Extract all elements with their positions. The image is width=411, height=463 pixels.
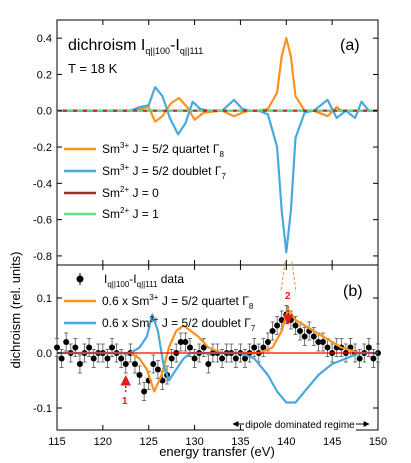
legend-a-sm2-j1-label: Sm2+ J = 1 <box>102 206 159 221</box>
regime-label: dipole dominated regime <box>245 420 355 431</box>
data-point <box>365 344 372 351</box>
legend-b-data-label: Iq||100-Iq||111 data <box>104 272 184 289</box>
y-tick-label-a-6: -0.8 <box>33 251 52 263</box>
panel-a-legend: Sm3+ J = 5/2 quartet Γ8 Sm3+ J = 5/2 dou… <box>64 141 226 221</box>
panel-b-label: (b) <box>343 283 363 300</box>
data-point <box>232 355 239 362</box>
legend-a-sm2-j0-label: Sm2+ J = 0 <box>102 185 159 200</box>
y-tick-label-a-0: 0.4 <box>37 33 52 45</box>
y-tick-label-b-1: 0.0 <box>37 348 52 360</box>
data-point <box>251 344 258 351</box>
data-point <box>315 339 322 345</box>
x-tick-label-1: 120 <box>94 436 112 448</box>
y-tick-label-b-2: -0.1 <box>33 403 52 415</box>
marker-1-label: 1 <box>122 396 128 407</box>
marker-2-dash-left <box>280 261 286 293</box>
panel-a-label: (a) <box>340 37 360 54</box>
marker-2-dash-right <box>291 261 297 293</box>
x-tick-label-7: 150 <box>369 436 387 448</box>
data-point <box>310 333 317 340</box>
data-point <box>182 339 189 345</box>
data-point <box>177 339 184 345</box>
data-point <box>186 344 193 351</box>
x-tick-label-2: 125 <box>140 436 158 448</box>
data-point <box>168 355 175 362</box>
data-point <box>150 361 157 367</box>
legend-a-quartet-label: Sm3+ J = 5/2 quartet Γ8 <box>102 141 224 159</box>
data-point <box>109 344 116 351</box>
y-tick-label-a-1: 0.2 <box>37 69 52 81</box>
data-point <box>292 322 299 329</box>
panel-a-ticks: 0.4 0.2 0.0 -0.2 -0.4 -0.6 -0.8 <box>33 20 379 265</box>
data-point <box>104 355 111 362</box>
marker-2-label: 2 <box>285 291 291 302</box>
x-tick-label-0: 115 <box>48 436 66 448</box>
data-point <box>131 361 138 367</box>
data-point <box>63 339 70 345</box>
data-point <box>72 344 79 351</box>
y-tick-label-b-0: 0.1 <box>37 293 52 305</box>
data-point <box>264 339 271 345</box>
data-point <box>122 361 129 367</box>
panel-b-ticks: 0.1 0.0 -0.1 115 120 125 130 135 140 145 150 <box>33 265 387 448</box>
y-tick-label-a-3: -0.2 <box>33 142 52 154</box>
temperature-label: T = 18 K <box>68 61 118 76</box>
y-axis-title: dichroism (rel. units) <box>8 251 23 368</box>
data-point <box>324 344 331 351</box>
x-tick-label-5: 140 <box>277 436 295 448</box>
regime-label-bg <box>244 417 356 431</box>
panel-b-series <box>54 305 381 404</box>
data-point <box>319 339 326 345</box>
panel-a-title: dichroism Iq||100-Iq||111 <box>68 37 203 56</box>
data-point <box>90 355 97 362</box>
x-axis-title: energy transfer (eV) <box>159 444 275 459</box>
data-point <box>274 322 281 329</box>
data-point <box>200 344 207 351</box>
data-point <box>205 361 212 367</box>
panel-b-legend: Iq||100-Iq||111 data 0.6 x Sm3+ J = 5/2 … <box>64 272 256 333</box>
data-point <box>260 344 267 351</box>
data-point <box>356 355 363 362</box>
data-point <box>219 355 226 362</box>
data-point <box>136 372 143 378</box>
data-point <box>118 355 125 362</box>
legend-b-doublet-label: 0.6 x Sm3+ J = 5/2 doublet Γ7 <box>102 315 256 333</box>
data-point <box>154 366 161 373</box>
data-point <box>54 344 60 351</box>
data-point <box>242 355 249 362</box>
x-tick-label-3: 130 <box>185 436 203 448</box>
data-point <box>141 388 148 395</box>
x-tick-label-6: 145 <box>323 436 341 448</box>
data-point <box>58 355 65 362</box>
data-point <box>297 328 304 334</box>
data-point <box>86 344 93 351</box>
y-tick-label-a-4: -0.4 <box>33 178 52 190</box>
data-point <box>269 328 276 334</box>
panel-a-series <box>57 36 378 254</box>
legend-b-data-marker <box>76 275 84 283</box>
y-tick-label-a-2: 0.0 <box>37 106 52 118</box>
data-point <box>76 361 83 367</box>
data-point <box>301 333 308 340</box>
x-tick-label-4: 135 <box>231 436 249 448</box>
legend-b-quartet-label: 0.6 x Sm3+ J = 5/2 quartet Γ8 <box>102 293 254 311</box>
data-point <box>370 355 377 362</box>
y-tick-label-a-5: -0.6 <box>33 215 52 227</box>
data-point <box>191 355 198 362</box>
legend-a-doublet-label: Sm3+ J = 5/2 doublet Γ7 <box>102 163 226 181</box>
